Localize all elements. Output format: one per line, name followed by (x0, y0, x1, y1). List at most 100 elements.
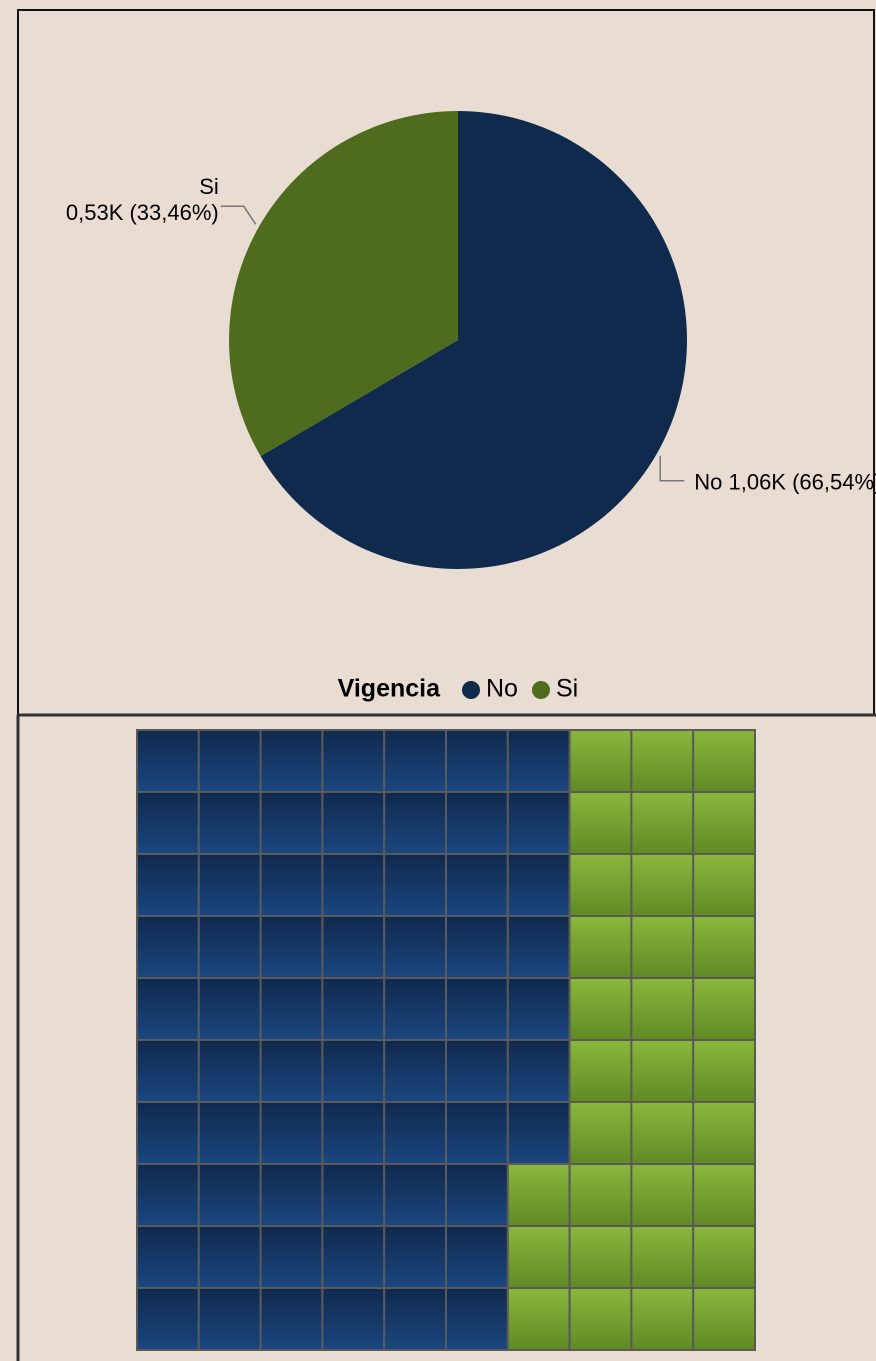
waffle-cell (692, 1101, 757, 1165)
waffle-cell (136, 1287, 200, 1351)
waffle-cell (445, 1225, 509, 1289)
waffle-cell (506, 915, 571, 979)
waffle-cell (445, 1039, 509, 1103)
waffle-cell (321, 1101, 386, 1165)
waffle-cell (197, 1287, 262, 1351)
waffle-cell (321, 853, 386, 917)
waffle-cell (692, 915, 757, 979)
waffle-cell (630, 791, 695, 855)
waffle-cell (197, 791, 262, 855)
waffle-cell (506, 1101, 571, 1165)
waffle-cell (383, 1039, 448, 1103)
waffle-cell (568, 977, 633, 1041)
waffle-cell (136, 1101, 200, 1165)
waffle-cell (630, 1225, 695, 1289)
waffle-cell (136, 729, 200, 793)
waffle-cell (568, 1225, 633, 1289)
pie-slice (228, 111, 458, 457)
waffle-cell (259, 853, 324, 917)
waffle-cell (568, 729, 633, 793)
waffle-cell (630, 1039, 695, 1103)
waffle-cell (259, 1225, 324, 1289)
waffle-cell (445, 1287, 509, 1351)
waffle-cell (321, 1163, 386, 1227)
waffle-cell (383, 729, 448, 793)
waffle-cell (136, 791, 200, 855)
waffle-cell (630, 977, 695, 1041)
waffle-cell (136, 1039, 200, 1103)
waffle-cell (568, 1039, 633, 1103)
waffle-cell (445, 1163, 509, 1227)
waffle-cell (259, 977, 324, 1041)
waffle-cell (506, 1287, 571, 1351)
legend-title: Vigencia (338, 675, 441, 703)
waffle-cell (383, 791, 448, 855)
waffle-cell (259, 1287, 324, 1351)
pie-slice (260, 111, 687, 569)
label-value: 0,53K (33,46%) (66, 200, 219, 225)
waffle-cell (321, 729, 386, 793)
waffle-cell (136, 977, 200, 1041)
waffle-cell (445, 1101, 509, 1165)
waffle-cell (692, 977, 757, 1041)
waffle-cell (259, 1039, 324, 1103)
waffle-cell (383, 1163, 448, 1227)
waffle-cell (630, 729, 695, 793)
waffle-cell (259, 729, 324, 793)
waffle-cell (197, 1225, 262, 1289)
waffle-cell (506, 1163, 571, 1227)
waffle-cell (692, 1163, 757, 1227)
waffle-cell (321, 915, 386, 979)
waffle-cell (383, 1101, 448, 1165)
waffle-cell (630, 915, 695, 979)
waffle-cell (197, 1039, 262, 1103)
waffle-cell (568, 853, 633, 917)
waffle-cell (445, 977, 509, 1041)
waffle-cell (445, 853, 509, 917)
waffle-cell (197, 729, 262, 793)
waffle-cell (506, 791, 571, 855)
waffle-cell (568, 791, 633, 855)
leader-line (220, 205, 257, 225)
data-label: No 1,06K (66,54%) (694, 470, 876, 495)
legend-marker (462, 681, 480, 699)
waffle-cell (692, 1225, 757, 1289)
waffle-cell (321, 1039, 386, 1103)
waffle-cell (321, 1287, 386, 1351)
waffle-cell (259, 1101, 324, 1165)
waffle-cell (692, 729, 757, 793)
waffle-cell (568, 1287, 633, 1351)
legend-label: No (486, 675, 518, 703)
waffle-cell (136, 1225, 200, 1289)
waffle-cell (506, 853, 571, 917)
waffle-cell (445, 791, 509, 855)
waffle-cell (506, 1039, 571, 1103)
legend-label: Si (556, 675, 578, 703)
waffle-cell (568, 915, 633, 979)
waffle-cell (136, 853, 200, 917)
waffle-cell (630, 1101, 695, 1165)
waffle-cell (568, 1101, 633, 1165)
waffle-cell (506, 977, 571, 1041)
waffle-cell (445, 729, 509, 793)
waffle-cell (383, 915, 448, 979)
waffle-cell (197, 1101, 262, 1165)
waffle-cell (692, 853, 757, 917)
waffle-cell (259, 915, 324, 979)
waffle-cell (630, 1287, 695, 1351)
waffle-cell (568, 1163, 633, 1227)
leader-line (659, 455, 685, 482)
waffle-cell (383, 977, 448, 1041)
label-category: No (694, 470, 722, 495)
waffle-cell (197, 977, 262, 1041)
waffle-cell (692, 1039, 757, 1103)
waffle-cell (136, 915, 200, 979)
waffle-cell (383, 853, 448, 917)
waffle-panel (16, 713, 876, 1361)
waffle-cell (692, 1287, 757, 1351)
waffle-cell (506, 729, 571, 793)
waffle-cell (383, 1225, 448, 1289)
waffle-cell (321, 791, 386, 855)
